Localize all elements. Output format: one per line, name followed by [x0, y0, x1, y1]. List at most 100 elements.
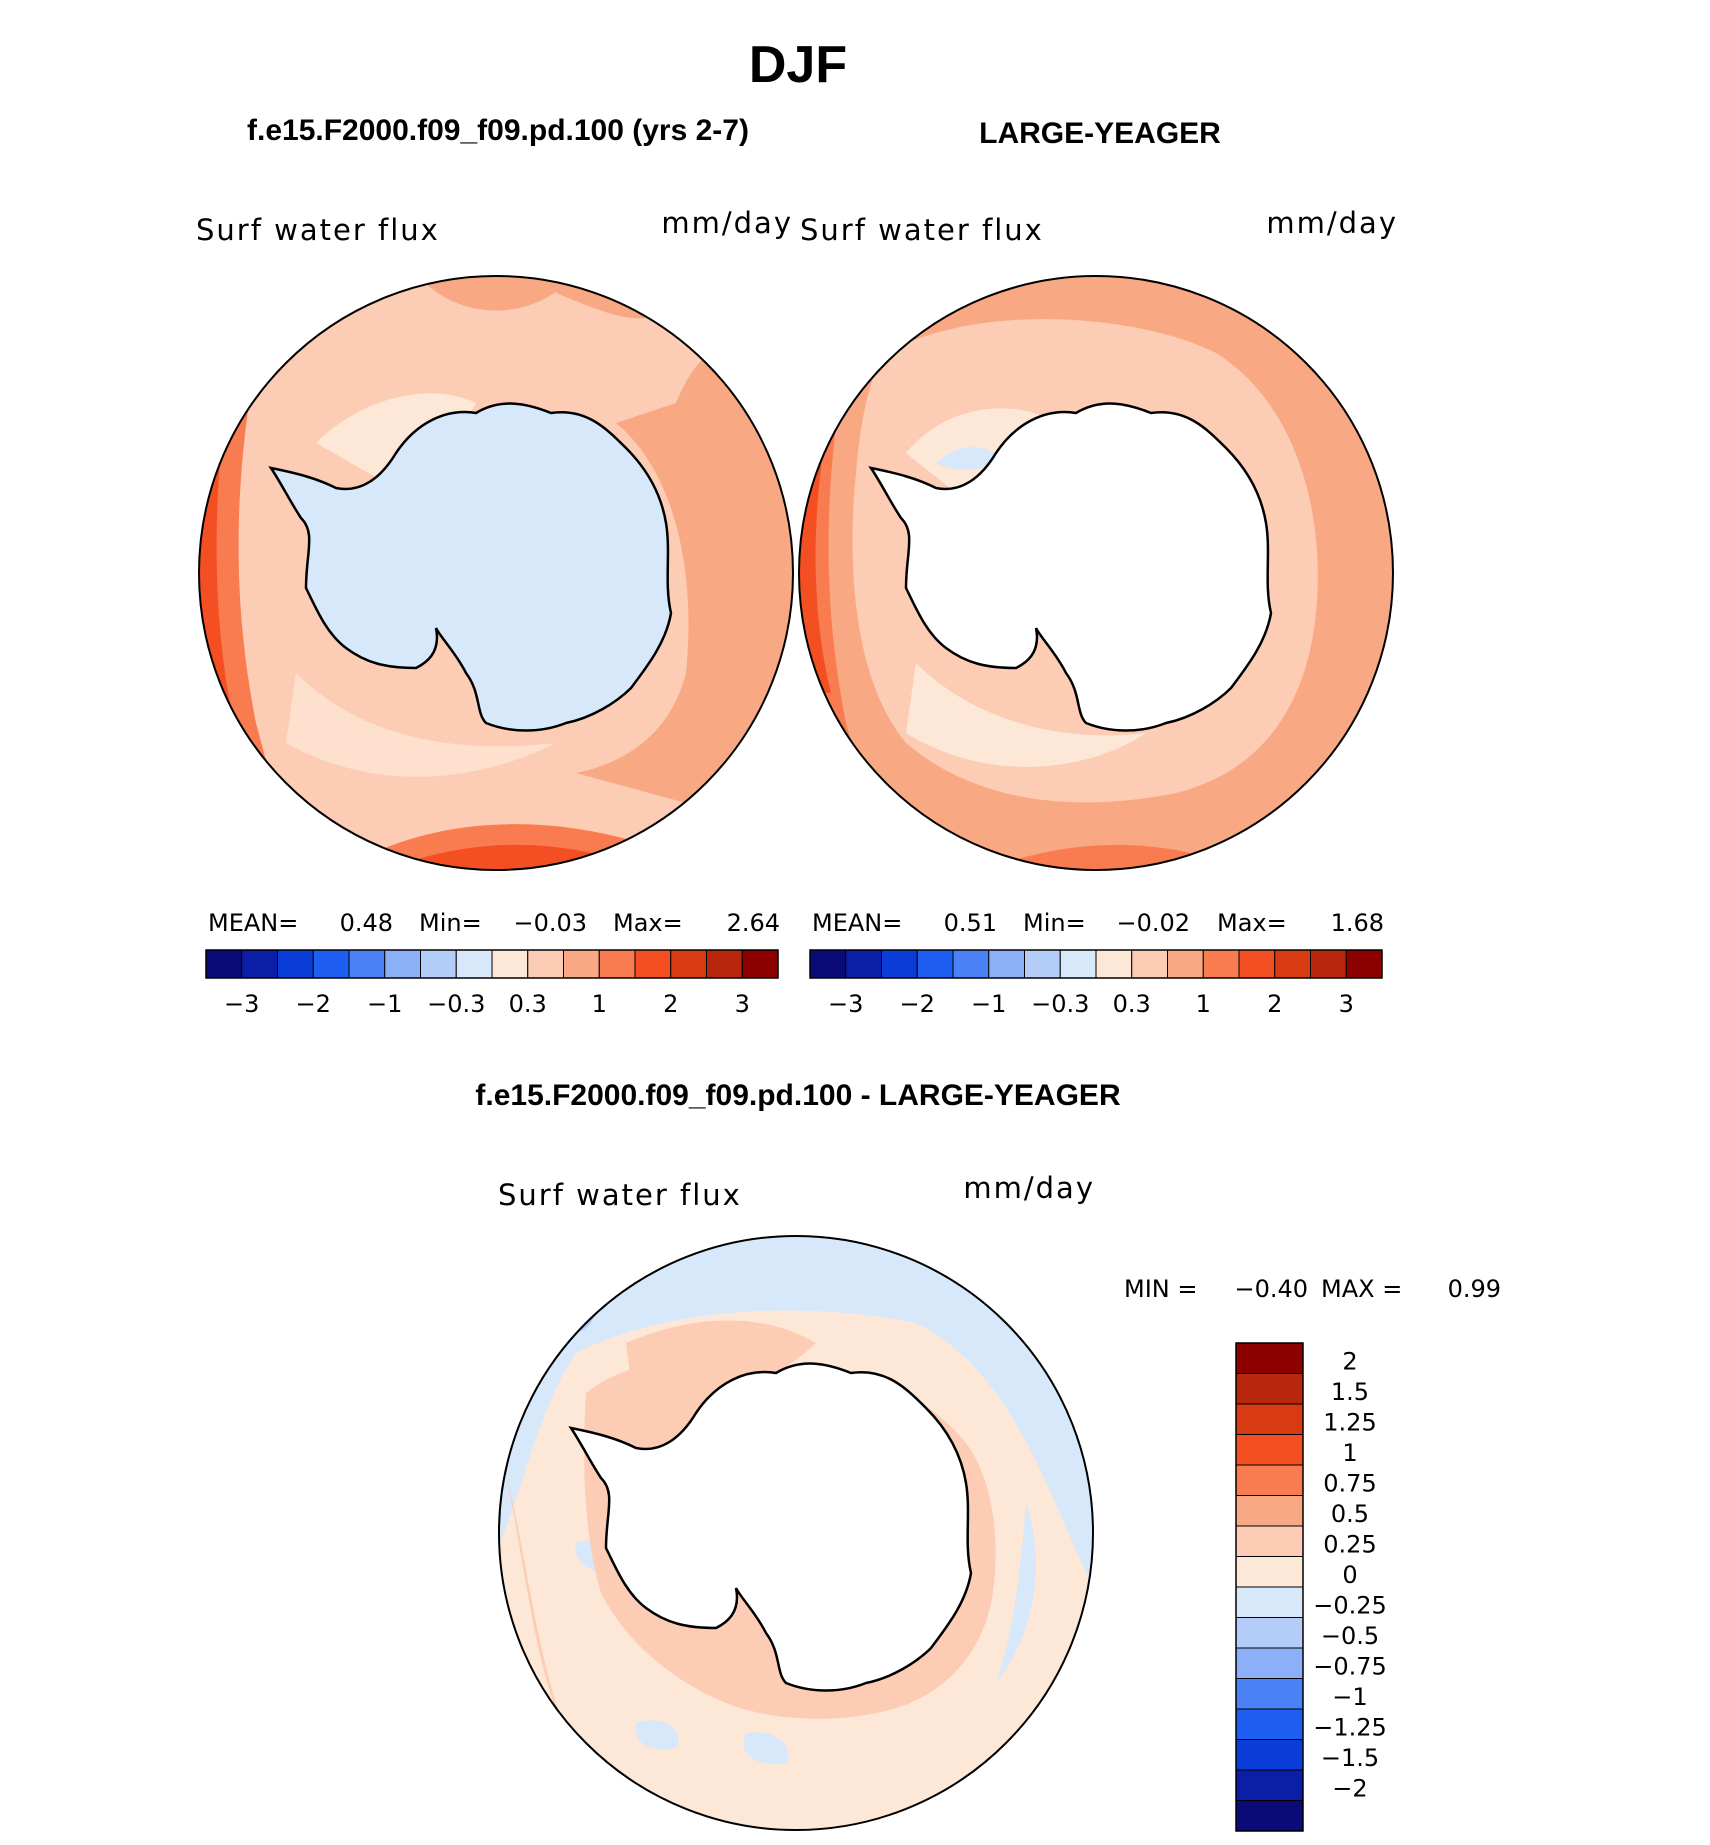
- diff-colorbar-swatch: [1235, 1708, 1304, 1740]
- diff-colorbar-tick-label: 1.5: [1331, 1378, 1369, 1406]
- left-colorbar-swatch: [527, 949, 564, 979]
- diff-colorbar-tick-label: −0.25: [1313, 1592, 1387, 1620]
- left-polar-map: [198, 275, 794, 871]
- left-colorbar-swatch: [241, 949, 278, 979]
- svg-text:0.51: 0.51: [944, 909, 997, 937]
- svg-text:0.99: 0.99: [1448, 1275, 1501, 1303]
- left-colorbar-swatch: [563, 949, 600, 979]
- left-colorbar-swatch: [741, 949, 779, 979]
- left-colorbar-tick-label: −3: [224, 990, 259, 1018]
- right-colorbar-swatch: [1310, 949, 1347, 979]
- diff-colorbar-tick-label: −0.75: [1313, 1653, 1387, 1681]
- right-colorbar-tick-label: 3: [1339, 990, 1354, 1018]
- svg-text:1.68: 1.68: [1331, 909, 1384, 937]
- svg-text:MAX =: MAX =: [1321, 1275, 1402, 1303]
- left-colorbar-swatch: [384, 949, 421, 979]
- right-colorbar-swatch: [952, 949, 990, 979]
- left-colorbar-swatch: [706, 949, 743, 979]
- left-variable-label: Surf water flux: [196, 213, 440, 247]
- right-colorbar-swatch: [988, 949, 1025, 979]
- right-colorbar-swatch: [1024, 949, 1061, 979]
- diff-colorbar-swatch: [1235, 1647, 1304, 1679]
- right-colorbar-tick-label: 2: [1267, 990, 1282, 1018]
- right-colorbar-swatch: [1274, 949, 1311, 979]
- left-colorbar-tick-label: −0.3: [427, 990, 485, 1018]
- right-colorbar-tick-label: −0.3: [1031, 990, 1089, 1018]
- right-panel-title: LARGE-YEAGER: [979, 117, 1221, 150]
- svg-text:−0.40: −0.40: [1234, 1275, 1308, 1303]
- diff-colorbar-tick-label: 1.25: [1323, 1409, 1376, 1437]
- diff-units-label: mm/day: [963, 1171, 1095, 1205]
- diff-colorbar: 21.5 1.251 0.750.5 0.250 −0.25−0.5 −0.75−1 −1.…: [1235, 1342, 1387, 1832]
- left-colorbar-swatch: [348, 949, 386, 979]
- diff-stats: MIN = −0.40 MAX = 0.99: [1124, 1275, 1501, 1303]
- diff-colorbar-tick-label: 1: [1342, 1439, 1357, 1467]
- svg-text:2.64: 2.64: [727, 909, 780, 937]
- left-units-label: mm/day: [661, 206, 793, 240]
- left-colorbar-tick-label: 0.3: [509, 990, 547, 1018]
- right-polar-map: [798, 275, 1394, 871]
- left-colorbar-tick-label: 2: [663, 990, 678, 1018]
- right-colorbar-swatch: [845, 949, 882, 979]
- right-colorbar: −3 −2 −1 −0.3 0.3 1 2 3: [809, 949, 1383, 1018]
- left-colorbar-swatch: [205, 949, 243, 979]
- left-colorbar-swatch: [312, 949, 350, 979]
- diff-variable-label: Surf water flux: [498, 1178, 742, 1212]
- diff-colorbar-swatch: [1235, 1800, 1304, 1832]
- diff-colorbar-tick-label: 0.5: [1331, 1500, 1369, 1528]
- diff-colorbar-tick-label: −2: [1332, 1775, 1367, 1803]
- diff-colorbar-swatch: [1235, 1434, 1304, 1466]
- left-stats: MEAN= 0.48 Min= −0.03 Max= 2.64: [208, 909, 780, 937]
- svg-text:MEAN=: MEAN=: [208, 909, 298, 937]
- right-colorbar-swatch: [1131, 949, 1168, 979]
- right-colorbar-tick-label: −2: [900, 990, 935, 1018]
- right-colorbar-tick-label: −3: [828, 990, 863, 1018]
- left-colorbar-swatch: [598, 949, 636, 979]
- right-colorbar-swatch: [1167, 949, 1204, 979]
- svg-text:0.48: 0.48: [340, 909, 393, 937]
- left-colorbar-tick-label: −1: [367, 990, 402, 1018]
- diff-colorbar-swatch: [1235, 1403, 1304, 1435]
- diff-colorbar-tick-label: 0: [1342, 1561, 1357, 1589]
- svg-text:Max=: Max=: [1217, 909, 1287, 937]
- diff-colorbar-swatch: [1235, 1617, 1304, 1649]
- diff-colorbar-swatch: [1235, 1678, 1304, 1710]
- right-colorbar-frame: [809, 949, 1383, 979]
- diff-colorbar-tick-label: 0.75: [1323, 1470, 1376, 1498]
- diff-colorbar-swatch: [1235, 1373, 1304, 1405]
- diff-colorbar-tick-label: 2: [1342, 1348, 1357, 1376]
- right-variable-label: Surf water flux: [800, 213, 1044, 247]
- diff-colorbar-tick-label: −1: [1332, 1683, 1367, 1711]
- right-colorbar-swatch: [1095, 949, 1133, 979]
- right-colorbar-swatch: [1238, 949, 1276, 979]
- left-colorbar: −3 −2 −1 −0.3 0.3 1 2 3: [205, 949, 779, 1018]
- right-stats: MEAN= 0.51 Min= −0.02 Max= 1.68: [812, 909, 1384, 937]
- left-colorbar-swatch: [455, 949, 493, 979]
- diff-panel-title: f.e15.F2000.f09_f09.pd.100 - LARGE-YEAGE…: [475, 1079, 1121, 1112]
- left-panel-title: f.e15.F2000.f09_f09.pd.100 (yrs 2-7): [247, 114, 749, 147]
- diff-colorbar-tick-label: −1.25: [1313, 1714, 1387, 1742]
- svg-text:−0.02: −0.02: [1116, 909, 1190, 937]
- right-colorbar-swatch: [1345, 949, 1383, 979]
- diff-colorbar-swatch: [1235, 1586, 1304, 1618]
- svg-text:MEAN=: MEAN=: [812, 909, 902, 937]
- left-colorbar-swatch: [277, 949, 314, 979]
- right-colorbar-tick-label: −1: [971, 990, 1006, 1018]
- left-colorbar-swatch: [491, 949, 529, 979]
- svg-text:Min=: Min=: [1023, 909, 1086, 937]
- left-colorbar-frame: [205, 949, 779, 979]
- svg-text:Max=: Max=: [613, 909, 683, 937]
- right-colorbar-tick-label: 1: [1196, 990, 1211, 1018]
- left-colorbar-tick-label: −2: [296, 990, 331, 1018]
- diff-colorbar-swatch: [1235, 1464, 1304, 1496]
- svg-text:−0.03: −0.03: [513, 909, 587, 937]
- right-colorbar-swatch: [809, 949, 847, 979]
- right-colorbar-tick-label: 0.3: [1113, 990, 1151, 1018]
- right-colorbar-swatch: [1202, 949, 1240, 979]
- right-colorbar-swatch: [1059, 949, 1097, 979]
- diff-colorbar-swatch: [1235, 1556, 1304, 1588]
- left-colorbar-tick-label: 1: [592, 990, 607, 1018]
- left-colorbar-swatch: [634, 949, 672, 979]
- diff-colorbar-swatch: [1235, 1525, 1304, 1557]
